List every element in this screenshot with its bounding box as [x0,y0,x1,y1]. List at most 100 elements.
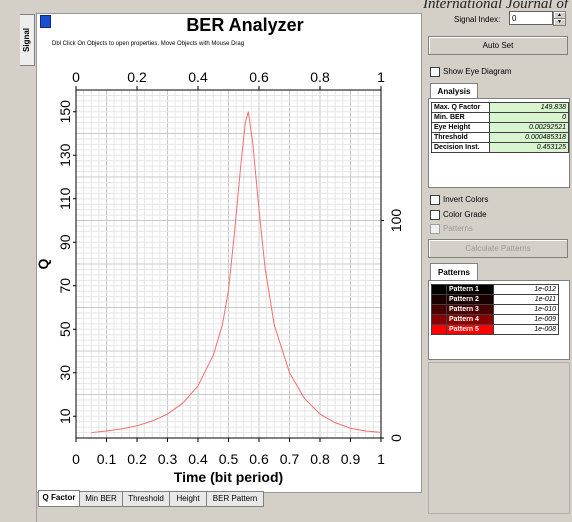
tab-min-ber[interactable]: Min BER [79,491,123,507]
tab-analysis[interactable]: Analysis [430,83,478,99]
x-axis-label: Time (bit period) [174,469,283,485]
analysis-key: Max. Q Factor [430,102,491,113]
chart-svg[interactable]: 0 0.1 0.2 0.3 0.4 0.5 0.6 0.7 0.8 0.9 1 0 0.2 0.4 0.6… [35,60,420,490]
tab-threshold[interactable]: Threshold [122,491,170,507]
x-tick-label-top: 1 [377,69,385,85]
y-tick-label-left: 110 [57,187,73,210]
y-tick-label-right: 0 [388,434,404,442]
y-ticks-right: 0 100 [381,209,404,442]
y-tick-label-left: 50 [57,321,73,337]
x-tick-label-top: 0.4 [188,69,208,85]
color-grade-label: Color Grade [443,210,487,219]
pattern-color-swatch[interactable] [431,314,447,325]
show-eye-checkbox[interactable] [430,67,440,77]
pattern-color-swatch[interactable] [431,304,447,315]
analysis-panel: Max. Q Factor 149.838 Min. BER 0 Eye Height 0… [428,98,570,188]
x-tick-label-bottom: 1 [377,451,385,467]
x-tick-label-bottom: 0.5 [219,451,239,467]
signal-index-label: Signal Index: [454,15,501,24]
x-tick-label-top: 0.2 [127,69,147,85]
empty-panel-area [428,362,570,514]
pattern-row[interactable]: Pattern 4 1e-009 [431,314,559,325]
hint-text: Dbl Click On Objects to open properties.… [52,41,245,47]
analysis-key: Decision Inst. [430,142,491,153]
q-factor-chart[interactable]: 0 0.1 0.2 0.3 0.4 0.5 0.6 0.7 0.8 0.9 1 0 0.2 0.4 0.6… [35,60,420,490]
analysis-key: Min. BER [430,112,491,123]
pattern-row[interactable]: Pattern 2 1e-011 [431,294,559,305]
y-tick-label-left: 150 [57,100,73,124]
pattern-row[interactable]: Pattern 5 1e-008 [431,324,559,335]
x-ticks-top: 0 0.2 0.4 0.6 0.8 1 [72,69,385,90]
x-tick-label-bottom: 0.3 [158,451,178,467]
pattern-value: 1e-011 [493,294,559,305]
analysis-row: Threshold 0.000485318 [430,132,569,143]
analysis-value: 0.000485318 [489,132,569,143]
analysis-table: Max. Q Factor 149.838 Min. BER 0 Eye Height 0… [430,102,569,153]
y-tick-label-left: 130 [57,143,73,167]
x-tick-label-bottom: 0.8 [310,451,330,467]
document-icon[interactable] [40,15,51,28]
left-strip [0,12,37,522]
pattern-value: 1e-008 [493,324,559,335]
pattern-name: Pattern 2 [446,294,494,305]
x-tick-label-bottom: 0.2 [127,451,147,467]
calculate-patterns-button[interactable]: Calculate Patterns [428,239,568,258]
y-tick-label-left: 90 [57,234,73,250]
analysis-value: 0.00292521 [489,122,569,133]
y-ticks-left: 10 30 50 70 90 110 130 150 [57,100,76,424]
analysis-row: Min. BER 0 [430,112,569,123]
pattern-color-swatch[interactable] [431,324,447,335]
x-tick-label-top: 0.8 [310,69,330,85]
analysis-key: Eye Height [430,122,491,133]
pattern-name: Pattern 1 [446,284,494,295]
analysis-row: Decision Inst. 0.453125 [430,142,569,153]
y-tick-label-right: 100 [388,209,404,233]
analysis-row: Eye Height 0.00292521 [430,122,569,133]
x-tick-label-top: 0 [72,69,80,85]
analysis-value: 149.838 [489,102,569,113]
y-axis-label: Q [36,258,51,269]
show-eye-label: Show Eye Diagram [443,67,512,76]
x-tick-label-bottom: 0.6 [249,451,269,467]
x-ticks-bottom: 0 0.1 0.2 0.3 0.4 0.5 0.6 0.7 0.8 0.9 1 [72,438,385,467]
pattern-color-swatch[interactable] [431,284,447,295]
x-tick-label-bottom: 0.9 [341,451,361,467]
pattern-row[interactable]: Pattern 1 1e-012 [431,284,559,295]
tab-height[interactable]: Height [169,491,207,507]
signal-tab[interactable]: Signal [20,14,35,66]
color-grade-checkbox[interactable] [430,210,440,220]
pattern-value: 1e-010 [493,304,559,315]
y-tick-label-left: 10 [57,408,73,424]
tab-ber-pattern[interactable]: BER Pattern [206,491,264,507]
x-tick-label-top: 0.6 [249,69,269,85]
x-tick-label-bottom: 0 [72,451,80,467]
pattern-name: Pattern 3 [446,304,494,315]
analysis-value: 0 [489,112,569,123]
tab-patterns[interactable]: Patterns [430,263,478,281]
pattern-name: Pattern 4 [446,314,494,325]
x-tick-label-bottom: 0.4 [188,451,208,467]
spin-down-icon[interactable]: ▼ [553,18,566,26]
q-factor-line [91,111,382,434]
analysis-key: Threshold [430,132,491,143]
tab-q-factor[interactable]: Q Factor [38,490,80,507]
invert-colors-label: Invert Colors [443,195,489,204]
auto-set-button[interactable]: Auto Set [428,36,568,55]
signal-index-input[interactable]: 0 [509,11,553,25]
pattern-value: 1e-009 [493,314,559,325]
y-tick-label-left: 70 [57,278,73,294]
y-tick-label-left: 30 [57,365,73,381]
patterns-checkbox[interactable] [430,224,440,234]
analysis-value: 0.453125 [489,142,569,153]
pattern-value: 1e-012 [493,284,559,295]
plot-title[interactable]: BER Analyzer [186,15,304,35]
invert-colors-checkbox[interactable] [430,195,440,205]
x-tick-label-bottom: 0.7 [280,451,300,467]
pattern-color-swatch[interactable] [431,294,447,305]
right-panel: Signal Index: 0 ▲ ▼ Auto Set Show Eye Di… [422,8,572,522]
analysis-row: Max. Q Factor 149.838 [430,102,569,113]
patterns-option-label: Patterns [443,224,473,233]
pattern-row[interactable]: Pattern 3 1e-010 [431,304,559,315]
